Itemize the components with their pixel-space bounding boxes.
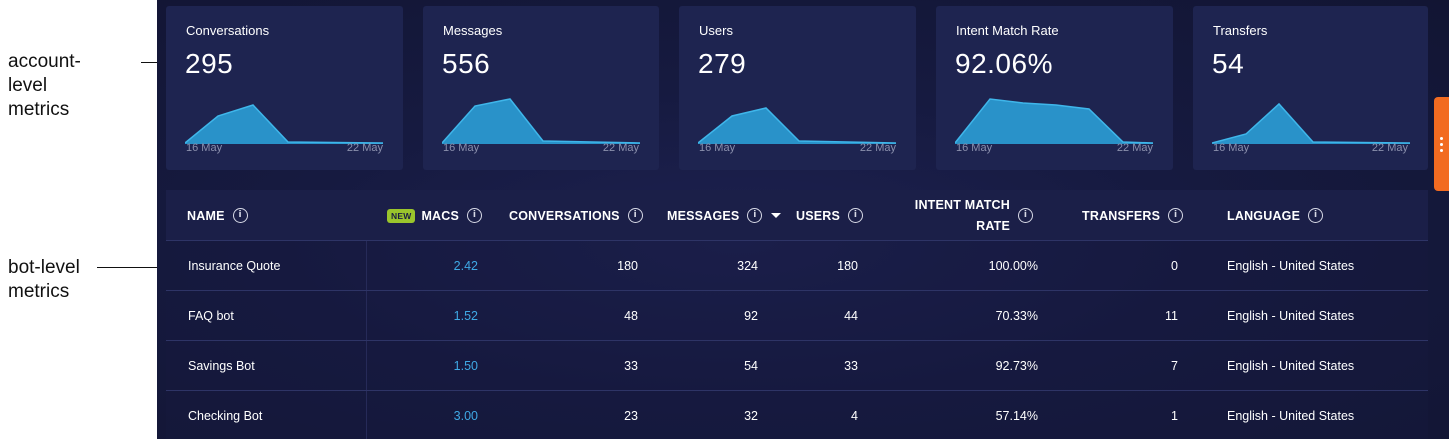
info-icon[interactable]: i [232,208,248,223]
conversations-value: 180 [617,259,638,273]
users-value: 33 [844,359,858,373]
macs-value[interactable]: 2.42 [453,259,478,273]
messages-value: 92 [744,309,758,323]
annotation-pointer-account [141,62,157,63]
intent-match-rate-value: 70.33% [995,309,1038,323]
info-icon[interactable]: i [467,208,483,223]
bot-name[interactable]: FAQ bot [188,309,234,323]
column-header-messages[interactable]: MESSAGES i [667,190,782,241]
transfers-value: 0 [1171,259,1178,273]
column-header-name[interactable]: NAME i [187,190,248,241]
annotation-area: account-level metrics bot-level metrics [0,0,157,439]
conversations-value: 48 [624,309,638,323]
messages-value: 32 [744,409,758,423]
new-badge: NEW [387,208,416,223]
intent-match-rate-value: 100.00% [988,259,1038,273]
language-value: English - United States [1227,359,1355,373]
column-header-intent-match-rate[interactable]: INTENT MATCH RATE i [896,190,1036,241]
conversations-value: 23 [624,409,638,423]
annotation-pointer-bot [97,267,157,268]
info-icon[interactable]: i [1168,208,1184,223]
card-value: 92.06% [955,48,1053,79]
card-date-end: 22 May [602,142,639,154]
info-icon[interactable]: i [848,208,864,223]
sparkline-chart [1212,102,1410,144]
bot-name[interactable]: Savings Bot [188,359,255,373]
column-header-macs[interactable]: NEW MACS i [387,190,483,241]
intent-match-rate-value: 92.73% [995,359,1038,373]
macs-value[interactable]: 1.50 [453,359,478,373]
messages-value: 54 [744,359,758,373]
card-date-end: 22 May [1371,142,1408,154]
sparkline-chart [185,104,383,144]
users-value: 180 [837,259,858,273]
column-header-language[interactable]: LANGUAGE i [1227,190,1324,241]
sparkline-chart [442,98,640,144]
transfers-value: 11 [1165,309,1178,323]
card-title: Messages [443,23,503,38]
card-title: Intent Match Rate [956,23,1059,38]
side-panel-toggle[interactable] [1434,97,1449,191]
macs-value[interactable]: 3.00 [453,409,478,423]
sparkline-chart [955,98,1153,144]
table-row[interactable]: Savings Bot 1.50 33 54 33 92.73% 7 Engli… [166,341,1428,391]
card-date-start: 16 May [443,142,480,154]
card-date-end: 22 May [346,142,383,154]
sparkline-chart [698,107,896,144]
bot-name[interactable]: Checking Bot [188,409,263,423]
column-header-users[interactable]: USERS i [796,190,864,241]
card-value: 279 [698,48,747,79]
intent-match-rate-value: 57.14% [995,409,1038,423]
card-date-start: 16 May [699,142,736,154]
metric-card-messages[interactable]: Messages 556 16 May 22 May [423,6,659,170]
users-value: 44 [844,309,858,323]
language-value: English - United States [1227,309,1355,323]
macs-value[interactable]: 1.52 [453,309,478,323]
card-value: 54 [1212,48,1245,79]
info-icon[interactable]: i [1308,208,1324,223]
table-header: NAME i NEW MACS i CONVERSATIONS i MESSAG… [166,190,1428,241]
column-header-transfers[interactable]: TRANSFERS i [1082,190,1184,241]
card-date-end: 22 May [1116,142,1153,154]
bot-metrics-table: NAME i NEW MACS i CONVERSATIONS i MESSAG… [166,190,1428,439]
metric-card-conversations[interactable]: Conversations 295 16 May 22 May [166,6,403,170]
column-divider [366,190,367,439]
transfers-value: 1 [1171,409,1178,423]
annotation-bot-level: bot-level metrics [8,257,80,302]
analytics-dashboard: Conversations 295 16 May 22 May Messages… [157,0,1449,439]
card-value: 556 [442,48,491,79]
card-date-start: 16 May [1213,142,1250,154]
info-icon[interactable]: i [627,208,643,223]
more-dots-icon [1440,137,1443,140]
card-title: Users [699,23,733,38]
sort-descending-icon[interactable] [771,213,782,218]
metric-card-users[interactable]: Users 279 16 May 22 May [679,6,916,170]
transfers-value: 7 [1171,359,1178,373]
conversations-value: 33 [624,359,638,373]
table-row[interactable]: FAQ bot 1.52 48 92 44 70.33% 11 English … [166,291,1428,341]
card-date-end: 22 May [859,142,896,154]
info-icon[interactable]: i [1018,208,1033,223]
messages-value: 324 [737,259,758,273]
language-value: English - United States [1227,409,1355,423]
card-value: 295 [185,48,234,79]
language-value: English - United States [1227,259,1355,273]
users-value: 4 [851,409,858,423]
bot-name[interactable]: Insurance Quote [188,259,281,273]
metric-card-intent-match-rate[interactable]: Intent Match Rate 92.06% 16 May 22 May [936,6,1173,170]
card-title: Transfers [1213,23,1268,38]
card-title: Conversations [186,23,270,38]
annotation-account-level: account-level metrics [8,51,81,120]
column-header-conversations[interactable]: CONVERSATIONS i [509,190,643,241]
info-icon[interactable]: i [747,208,763,223]
card-date-start: 16 May [186,142,223,154]
table-row[interactable]: Checking Bot 3.00 23 32 4 57.14% 1 Engli… [166,391,1428,439]
table-row[interactable]: Insurance Quote 2.42 180 324 180 100.00%… [166,241,1428,291]
metric-card-transfers[interactable]: Transfers 54 16 May 22 May [1193,6,1428,170]
card-date-start: 16 May [956,142,993,154]
